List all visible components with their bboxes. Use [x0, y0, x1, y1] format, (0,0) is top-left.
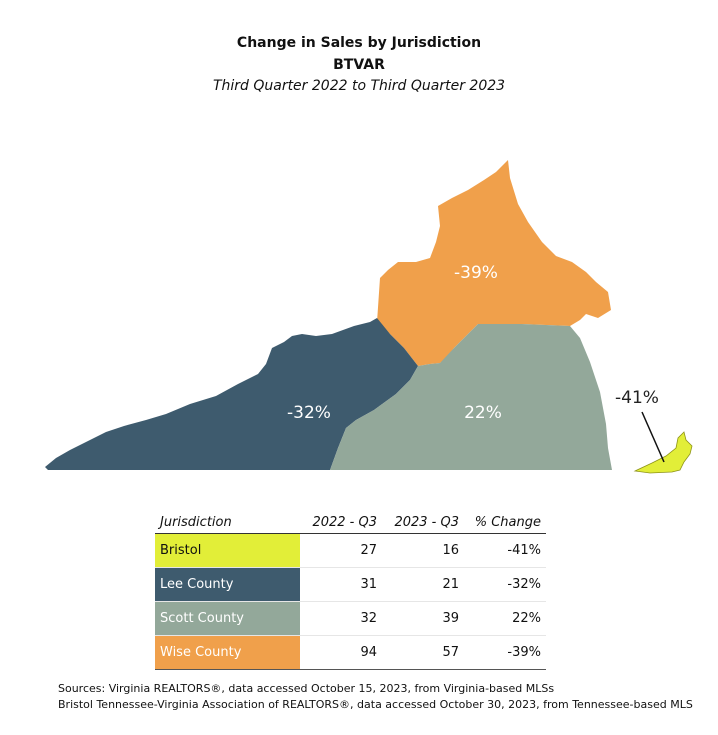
row-name-wise: Wise County: [155, 635, 300, 670]
region-scott-county: [330, 324, 612, 470]
region-label-lee: -32%: [287, 403, 331, 423]
row-name-lee: Lee County: [155, 567, 300, 602]
region-label-wise: -39%: [454, 263, 498, 283]
sales-table: Jurisdiction 2022 - Q3 2023 - Q3 % Chang…: [155, 511, 546, 670]
region-lee-county: [45, 318, 418, 470]
table-row: Scott County 32 39 22%: [155, 601, 546, 636]
row-change: -39%: [464, 635, 546, 670]
region-wise-county: [377, 160, 611, 366]
row-change: 22%: [464, 601, 546, 636]
row-2023: 21: [382, 567, 464, 602]
chart-title: Change in Sales by Jurisdiction: [236, 35, 482, 51]
row-name-bristol: Bristol: [155, 533, 300, 568]
region-bristol: [633, 431, 693, 474]
region-label-scott: 22%: [464, 403, 502, 423]
table-row: Lee County 31 21 -32%: [155, 567, 546, 602]
row-2023: 16: [382, 533, 464, 568]
region-label-bristol: -41%: [615, 388, 659, 408]
row-2023: 57: [382, 635, 464, 670]
source-line-2: Bristol Tennessee-Virginia Association o…: [58, 698, 693, 711]
row-2022: 94: [300, 635, 382, 670]
row-2022: 27: [300, 533, 382, 568]
row-name-scott: Scott County: [155, 601, 300, 636]
header-2022-q3: 2022 - Q3: [300, 511, 382, 534]
chart-subtitle: Third Quarter 2022 to Third Quarter 2023: [212, 78, 506, 94]
bristol-callout-line: [641, 411, 665, 463]
table-row: Bristol 27 16 -41%: [155, 533, 546, 568]
row-2022: 32: [300, 601, 382, 636]
table-row: Wise County 94 57 -39%: [155, 635, 546, 670]
row-2023: 39: [382, 601, 464, 636]
header-jurisdiction: Jurisdiction: [155, 511, 300, 534]
header-pct-change: % Change: [464, 511, 546, 534]
row-2022: 31: [300, 567, 382, 602]
table-header-row: Jurisdiction 2022 - Q3 2023 - Q3 % Chang…: [155, 511, 546, 534]
row-change: -41%: [464, 533, 546, 568]
sources-note: Sources: Virginia REALTORS®, data access…: [58, 681, 693, 713]
jurisdiction-map: -39% -32% 22% -41%: [45, 160, 693, 474]
header-2023-q3: 2023 - Q3: [382, 511, 464, 534]
row-change: -32%: [464, 567, 546, 602]
source-line-1: Sources: Virginia REALTORS®, data access…: [58, 682, 555, 695]
chart-org: BTVAR: [333, 57, 385, 73]
